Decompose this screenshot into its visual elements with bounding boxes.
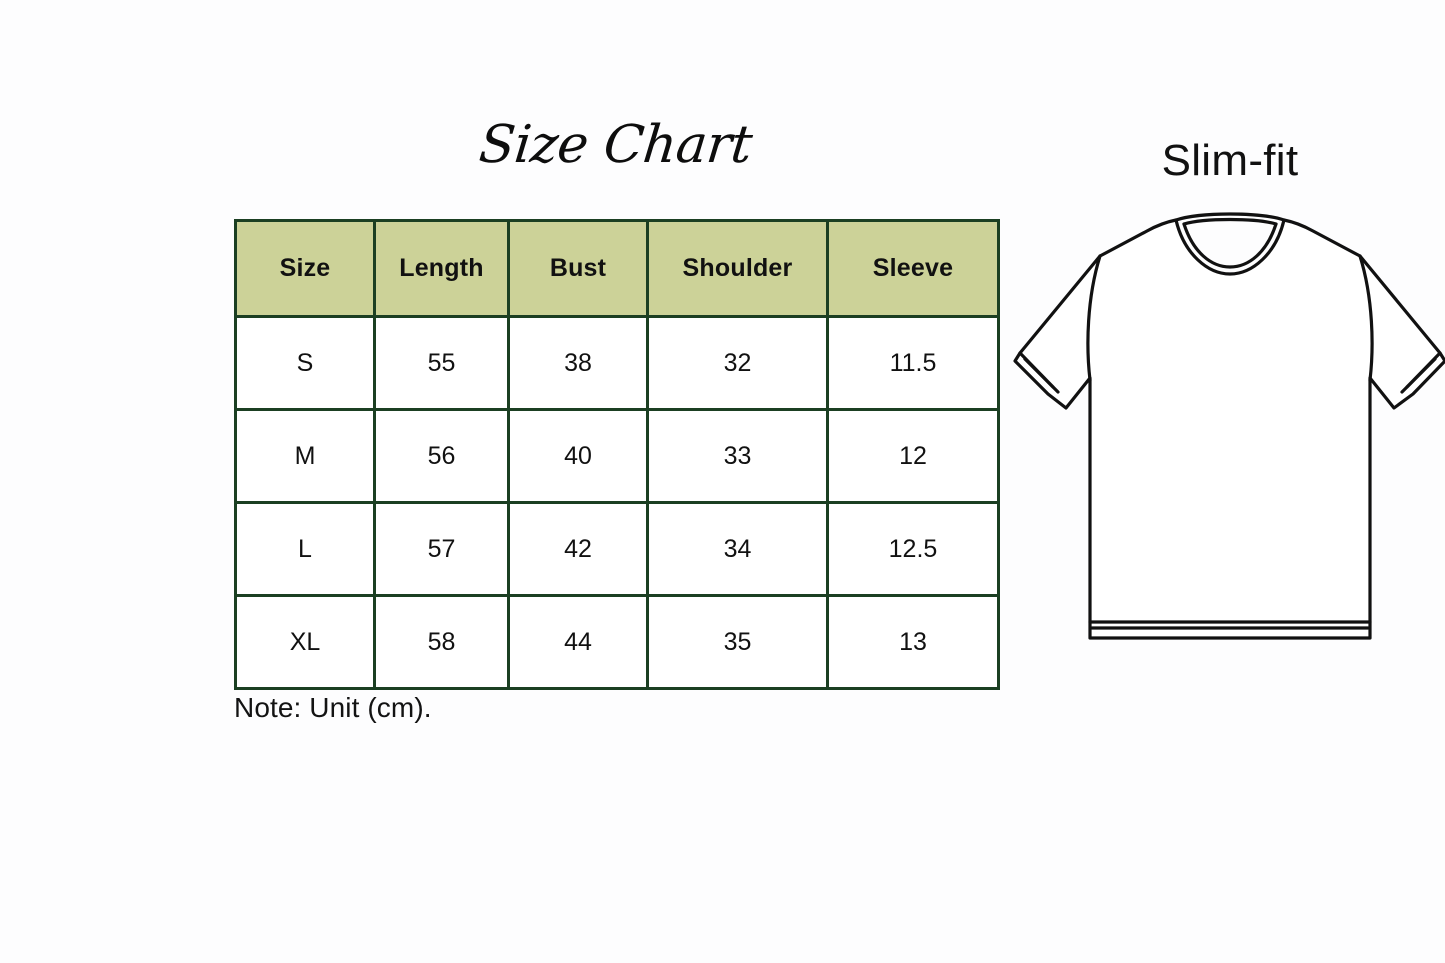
table-row: S 55 38 32 11.5 (234, 315, 1000, 411)
cell-shoulder: 35 (646, 594, 829, 690)
cell-size: S (234, 315, 376, 411)
cell-shoulder: 34 (646, 501, 829, 597)
cell-size: L (234, 501, 376, 597)
cell-bust: 38 (507, 315, 649, 411)
column-header-length: Length (373, 219, 510, 318)
cell-length: 58 (373, 594, 510, 690)
page-title: Size Chart (476, 115, 755, 175)
tshirt-neckline-top (1174, 212, 1286, 222)
tshirt-icon (1013, 212, 1445, 640)
table-row: XL 58 44 35 13 (234, 594, 1000, 690)
cell-bust: 40 (507, 408, 649, 504)
column-header-size: Size (234, 219, 376, 318)
cell-length: 55 (373, 315, 510, 411)
tshirt-left-cuff-inner (1023, 357, 1060, 394)
tshirt-collar-band (1182, 217, 1278, 226)
table-body: S 55 38 32 11.5 M 56 40 33 12 L 57 42 34… (234, 315, 1000, 690)
tshirt-illustration (1004, 198, 1445, 678)
cell-length: 56 (373, 408, 510, 504)
cell-sleeve: 12.5 (826, 501, 1000, 597)
size-table: Size Length Bust Shoulder Sleeve S 55 38… (234, 219, 1000, 690)
table-row: L 57 42 34 12.5 (234, 501, 1000, 597)
cell-length: 57 (373, 501, 510, 597)
cell-shoulder: 33 (646, 408, 829, 504)
column-header-sleeve: Sleeve (826, 219, 1000, 318)
column-header-shoulder: Shoulder (646, 219, 829, 318)
table-header: Size Length Bust Shoulder Sleeve (234, 219, 1000, 318)
cell-bust: 44 (507, 594, 649, 690)
fit-label: Slim-fit (1161, 136, 1299, 185)
cell-bust: 42 (507, 501, 649, 597)
tshirt-collar-inner (1182, 222, 1278, 269)
cell-size: M (234, 408, 376, 504)
cell-sleeve: 11.5 (826, 315, 1000, 411)
tshirt-left-armhole-seam (1086, 254, 1102, 382)
table-row: M 56 40 33 12 (234, 408, 1000, 504)
tshirt-right-cuff-inner (1400, 357, 1437, 394)
unit-note: Note: Unit (cm). (234, 692, 432, 723)
cell-size: XL (234, 594, 376, 690)
tshirt-body-outline (1013, 218, 1445, 640)
table-header-row: Size Length Bust Shoulder Sleeve (234, 219, 1000, 318)
cell-sleeve: 12 (826, 408, 1000, 504)
cell-shoulder: 32 (646, 315, 829, 411)
cell-sleeve: 13 (826, 594, 1000, 690)
tshirt-right-armhole-seam (1358, 254, 1374, 382)
column-header-bust: Bust (507, 219, 649, 318)
